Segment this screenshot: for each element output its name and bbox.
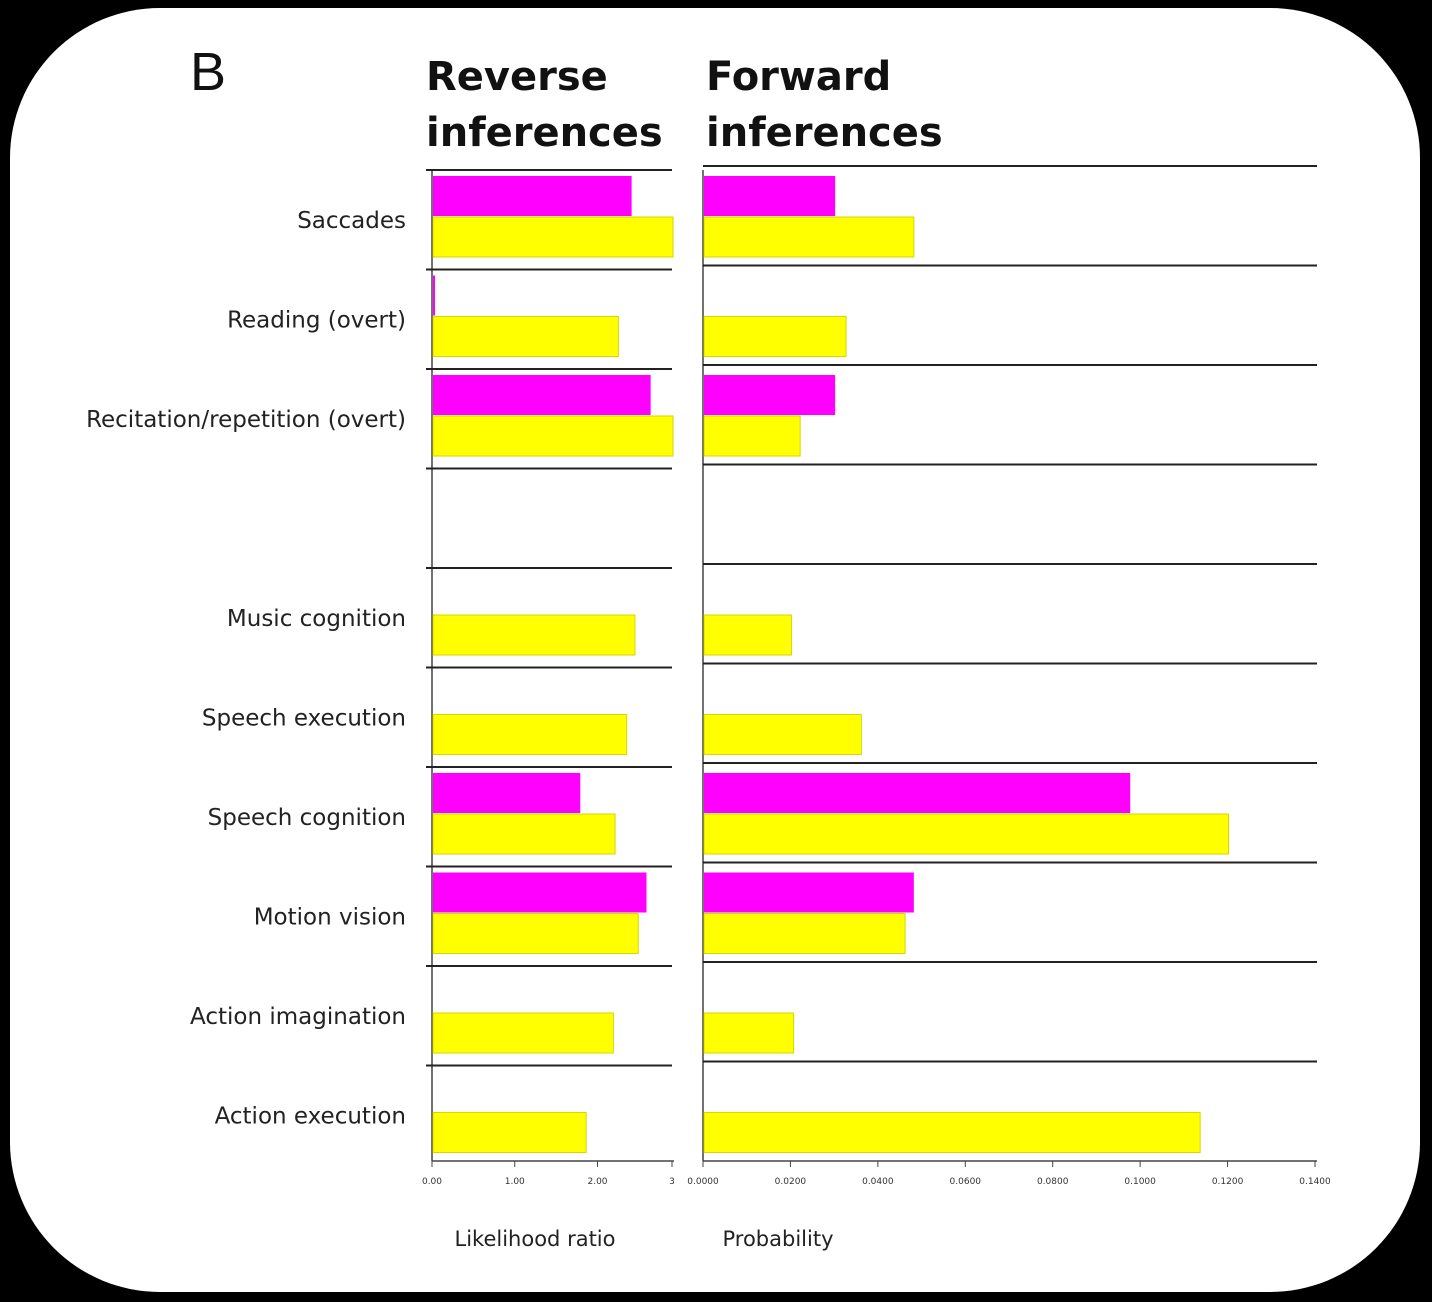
category-label: Speech execution: [202, 706, 406, 732]
yellow-bar: [703, 714, 862, 755]
x-tick-label: 0.1200: [1212, 1177, 1244, 1187]
x-tick-label: 0.0800: [1037, 1177, 1069, 1187]
yellow-bar: [703, 1012, 795, 1054]
magenta-bar: [704, 872, 914, 913]
yellow-bar: [703, 913, 906, 954]
x-tick-label: 2.00: [587, 1177, 607, 1187]
chart-title-2: Forward inferences: [706, 54, 943, 156]
magenta-bar: [704, 176, 836, 216]
magenta-bar: [433, 375, 651, 415]
yellow-bar: [432, 714, 628, 755]
yellow-bar: [432, 316, 619, 357]
yellow-bar: [703, 1112, 1201, 1153]
magenta-bar: [433, 275, 435, 316]
yellow-bar: [432, 1112, 587, 1153]
yellow-bar: [703, 216, 915, 258]
yellow-bar: [703, 813, 1230, 855]
yellow-bar: [432, 614, 636, 656]
x-tick-label: 1.00: [505, 1177, 525, 1187]
magenta-bar: [433, 176, 632, 216]
yellow-bar: [432, 813, 616, 855]
yellow-bar: [703, 415, 801, 457]
x-tick-label: 0.00: [422, 1177, 442, 1187]
category-label: Speech cognition: [208, 805, 406, 831]
x-axis-title-2: Probability: [722, 1227, 833, 1251]
yellow-bar: [703, 614, 792, 656]
category-label: Motion vision: [254, 905, 406, 931]
category-label: Saccades: [297, 208, 406, 234]
x-tick-label: 0.0400: [862, 1177, 894, 1187]
panel-letter: B: [190, 42, 226, 102]
chart-title-1: Reverse inferences: [426, 54, 663, 156]
yellow-bar: [432, 415, 674, 457]
category-label: Reading (overt): [227, 308, 406, 334]
magenta-bar: [704, 773, 1131, 813]
magenta-bar: [433, 773, 581, 813]
x-tick-label: 0.1400: [1299, 1177, 1331, 1187]
category-label: Music cognition: [227, 606, 406, 632]
category-label: Action execution: [215, 1104, 406, 1130]
magenta-bar: [433, 872, 647, 913]
x-tick-label: 0.0000: [687, 1177, 719, 1187]
yellow-bar: [703, 316, 847, 357]
x-tick-label: 0.0600: [950, 1177, 982, 1187]
magenta-bar: [704, 375, 836, 415]
x-tick-label: 0.0200: [775, 1177, 807, 1187]
yellow-bar: [432, 913, 639, 954]
x-tick-label: 0.1000: [1124, 1177, 1156, 1187]
x-tick-label: 3: [669, 1177, 675, 1187]
category-label: Recitation/repetition (overt): [86, 407, 406, 433]
yellow-bar: [432, 216, 674, 258]
x-axis-title-1: Likelihood ratio: [455, 1227, 616, 1251]
yellow-bar: [432, 1012, 614, 1054]
category-label: Action imagination: [190, 1004, 406, 1030]
